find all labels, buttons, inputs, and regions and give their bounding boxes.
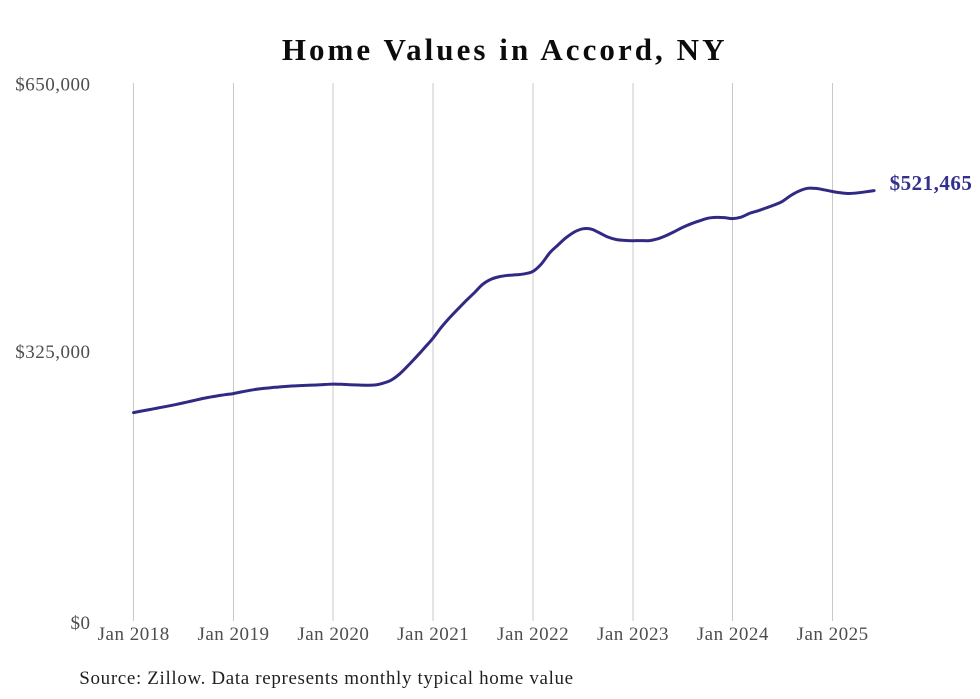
svg-text:$0: $0: [71, 613, 91, 634]
svg-text:Jan 2023: Jan 2023: [597, 624, 669, 645]
svg-text:$521,465: $521,465: [890, 171, 973, 195]
svg-text:$325,000: $325,000: [15, 342, 90, 363]
svg-text:Jan 2024: Jan 2024: [697, 624, 769, 645]
svg-text:Jan 2022: Jan 2022: [497, 624, 569, 645]
svg-text:$650,000: $650,000: [15, 75, 90, 96]
svg-text:Jan 2020: Jan 2020: [297, 624, 369, 645]
svg-text:Jan 2021: Jan 2021: [397, 624, 469, 645]
svg-text:Jan 2019: Jan 2019: [197, 624, 269, 645]
svg-text:Home Values in Accord, NY: Home Values in Accord, NY: [282, 32, 728, 67]
svg-text:Jan 2025: Jan 2025: [797, 624, 869, 645]
svg-text:Source: Zillow. Data represent: Source: Zillow. Data represents monthly …: [79, 668, 573, 689]
svg-text:Jan 2018: Jan 2018: [98, 624, 170, 645]
